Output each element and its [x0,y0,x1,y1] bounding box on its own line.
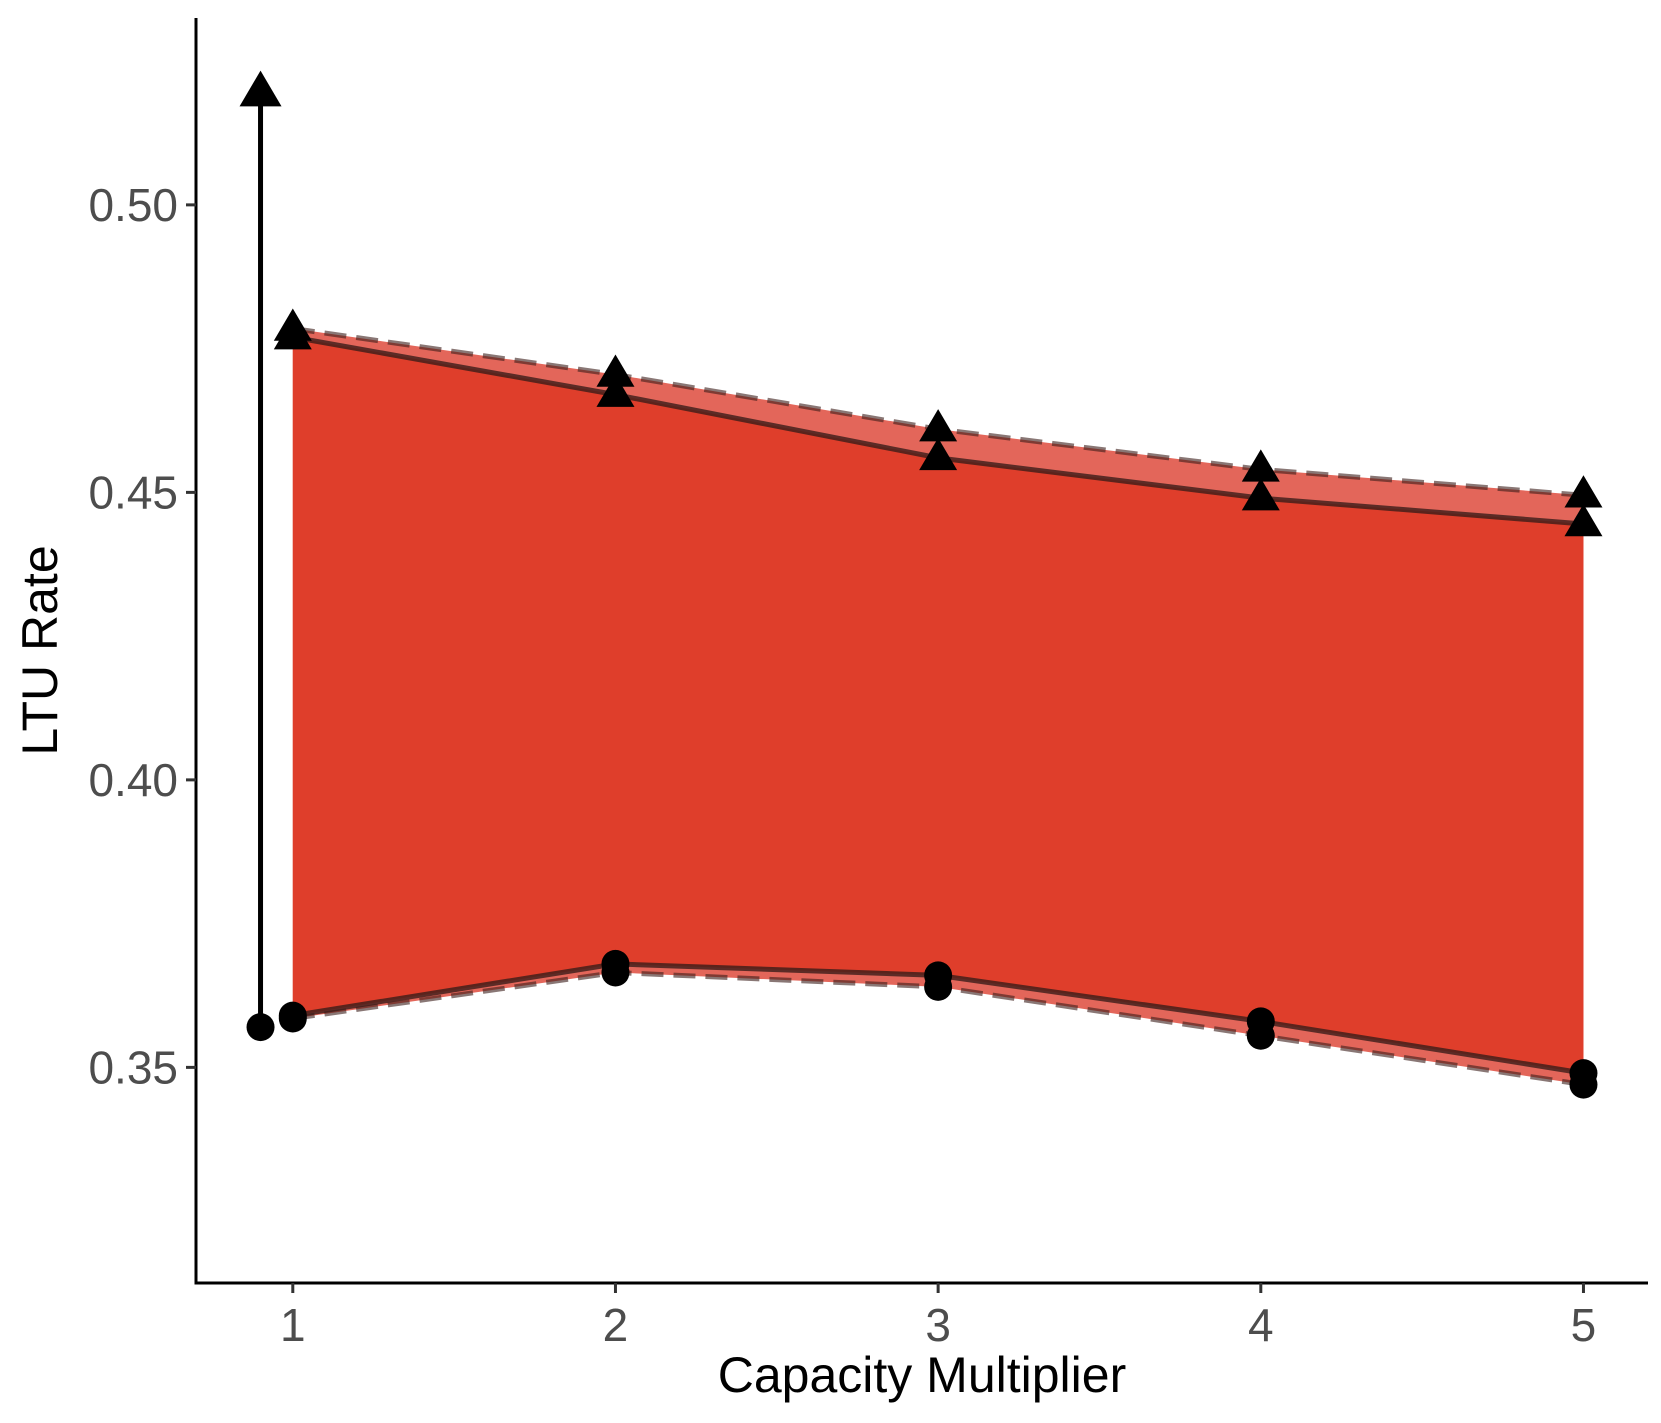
x-tick-label: 3 [925,1299,951,1351]
y-axis-ticks: 0.35 0.40 0.45 0.50 [88,179,196,1093]
series-1-point-5 [1564,475,1603,508]
x-axis-ticks: 1 2 3 4 5 [280,1283,1596,1351]
series-2-point-3 [919,437,958,471]
series-2-point-4 [1241,478,1280,511]
x-tick-label: 2 [603,1299,629,1351]
series-4-point-1 [278,1004,307,1033]
series-markers [273,308,1603,1099]
y-tick-label: 0.40 [88,754,178,806]
y-axis-title: LTU Rate [12,545,68,755]
series-1-point-2 [596,354,635,387]
series-4-point-4 [1246,1021,1275,1050]
series-4-point-2 [601,958,630,987]
series-1-point-3 [919,409,958,442]
y-tick-label: 0.50 [88,179,178,231]
series-1-point-4 [1241,449,1280,482]
reference-arrow [239,70,282,1042]
series-2-point-1 [273,317,312,350]
x-tick-label: 1 [280,1299,306,1351]
inner-band-area [292,337,1584,1074]
y-tick-label: 0.45 [88,466,178,518]
reference-arrow-head [239,70,282,107]
x-axis-title: Capacity Multiplier [718,1347,1126,1403]
y-tick-label: 0.35 [88,1041,178,1093]
series-2-point-5 [1564,503,1603,537]
x-tick-label: 5 [1571,1299,1597,1351]
series-2-point-2 [596,374,635,407]
x-tick-label: 4 [1248,1299,1274,1351]
series-4-point-3 [924,972,953,1001]
inner-band-layer [292,337,1584,1074]
reference-arrow-start-point [246,1013,275,1042]
series-4-point-5 [1569,1070,1598,1099]
